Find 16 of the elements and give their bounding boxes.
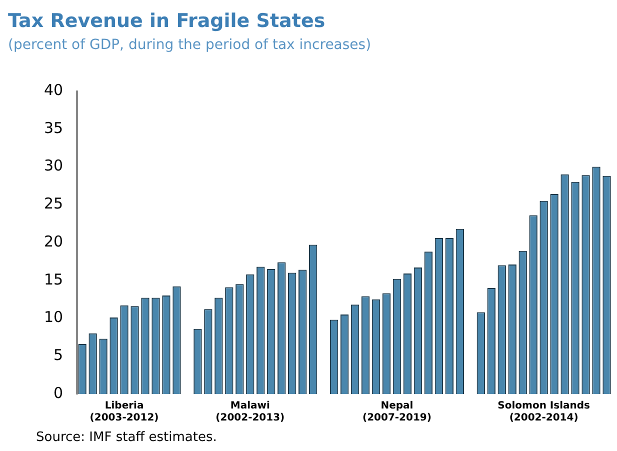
y-tick-label: 35 <box>44 118 64 137</box>
y-tick-label: 20 <box>44 232 64 250</box>
chart-title: Tax Revenue in Fragile States <box>8 10 326 32</box>
source-note: Source: IMF staff estimates. <box>36 430 217 445</box>
chart-subtitle: (percent of GDP, during the period of tax increases) <box>8 37 372 53</box>
x-tick-label: Nepal (2007-2019) <box>362 400 432 424</box>
y-tick-label: 5 <box>54 346 64 364</box>
x-tick-label: Solomon Islands (2002-2014) <box>498 400 590 424</box>
y-tick-label: 10 <box>44 308 64 326</box>
y-tick-label: 30 <box>44 156 64 175</box>
y-tick-label: 0 <box>54 384 64 402</box>
y-tick-label: 25 <box>44 194 64 213</box>
x-tick-label: Liberia (2003-2012) <box>90 400 159 424</box>
y-tick-label: 15 <box>44 270 64 288</box>
x-tick-label: Malawi (2002-2013) <box>216 400 285 424</box>
y-tick-label: 40 <box>44 80 64 99</box>
